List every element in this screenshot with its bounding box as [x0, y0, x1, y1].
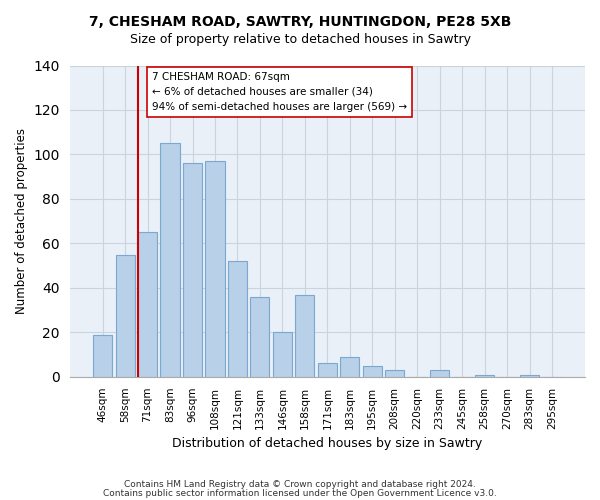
Bar	[183, 164, 202, 377]
Text: Size of property relative to detached houses in Sawtry: Size of property relative to detached ho…	[130, 32, 470, 46]
Bar	[250, 297, 269, 377]
Bar	[430, 370, 449, 377]
Bar	[475, 374, 494, 377]
Bar	[520, 374, 539, 377]
Bar	[340, 357, 359, 377]
Bar	[318, 364, 337, 377]
Bar	[295, 294, 314, 377]
Bar	[273, 332, 292, 377]
Bar	[228, 261, 247, 377]
Bar	[160, 144, 179, 377]
Bar	[205, 161, 224, 377]
Text: 7 CHESHAM ROAD: 67sqm
← 6% of detached houses are smaller (34)
94% of semi-detac: 7 CHESHAM ROAD: 67sqm ← 6% of detached h…	[152, 72, 407, 112]
Y-axis label: Number of detached properties: Number of detached properties	[15, 128, 28, 314]
Text: 7, CHESHAM ROAD, SAWTRY, HUNTINGDON, PE28 5XB: 7, CHESHAM ROAD, SAWTRY, HUNTINGDON, PE2…	[89, 15, 511, 29]
Bar	[116, 254, 134, 377]
Text: Contains public sector information licensed under the Open Government Licence v3: Contains public sector information licen…	[103, 488, 497, 498]
Bar	[138, 232, 157, 377]
Bar	[93, 334, 112, 377]
X-axis label: Distribution of detached houses by size in Sawtry: Distribution of detached houses by size …	[172, 437, 482, 450]
Text: Contains HM Land Registry data © Crown copyright and database right 2024.: Contains HM Land Registry data © Crown c…	[124, 480, 476, 489]
Bar	[385, 370, 404, 377]
Bar	[363, 366, 382, 377]
